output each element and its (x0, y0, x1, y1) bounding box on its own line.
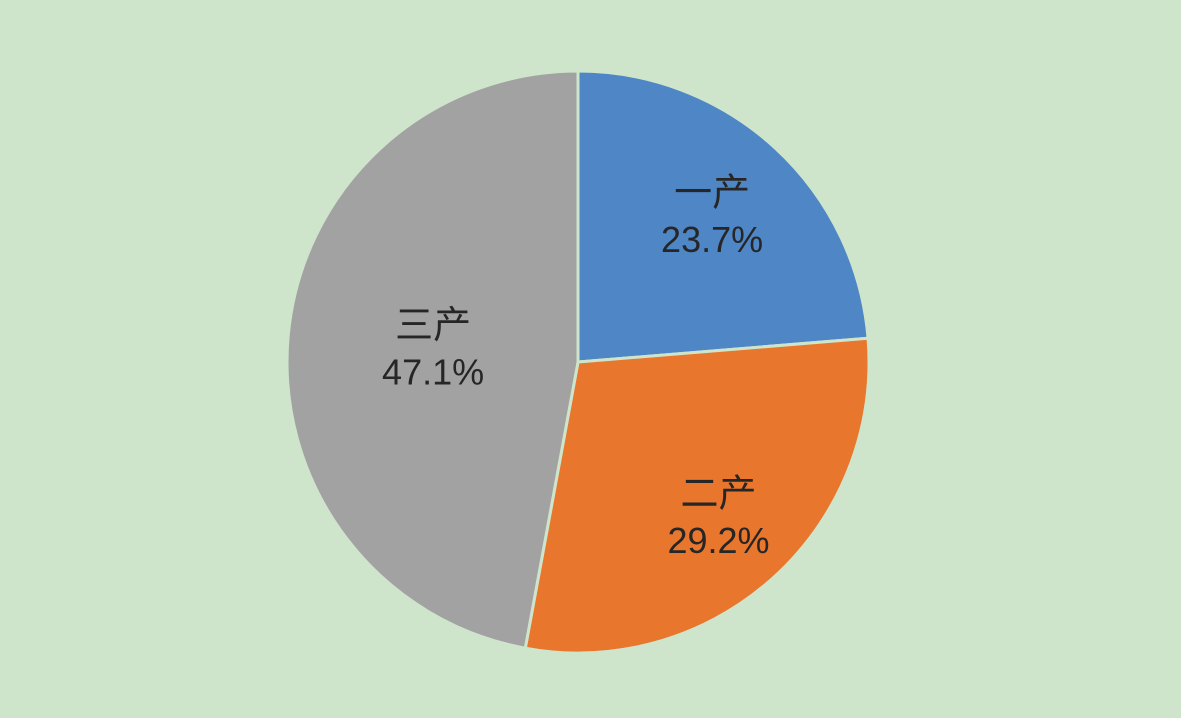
slice-percent-label: 29.2% (667, 520, 769, 561)
slice-name-label: 三产 (395, 305, 471, 347)
slice-name-label: 二产 (680, 473, 756, 515)
slice-percent-label: 47.1% (382, 351, 484, 392)
slice-name-label: 一产 (674, 173, 750, 215)
pie-slice-2 (523, 336, 871, 655)
slice-percent-label: 23.7% (661, 219, 763, 260)
pie-slice-1 (576, 69, 870, 364)
pie-slice-3 (285, 69, 580, 650)
